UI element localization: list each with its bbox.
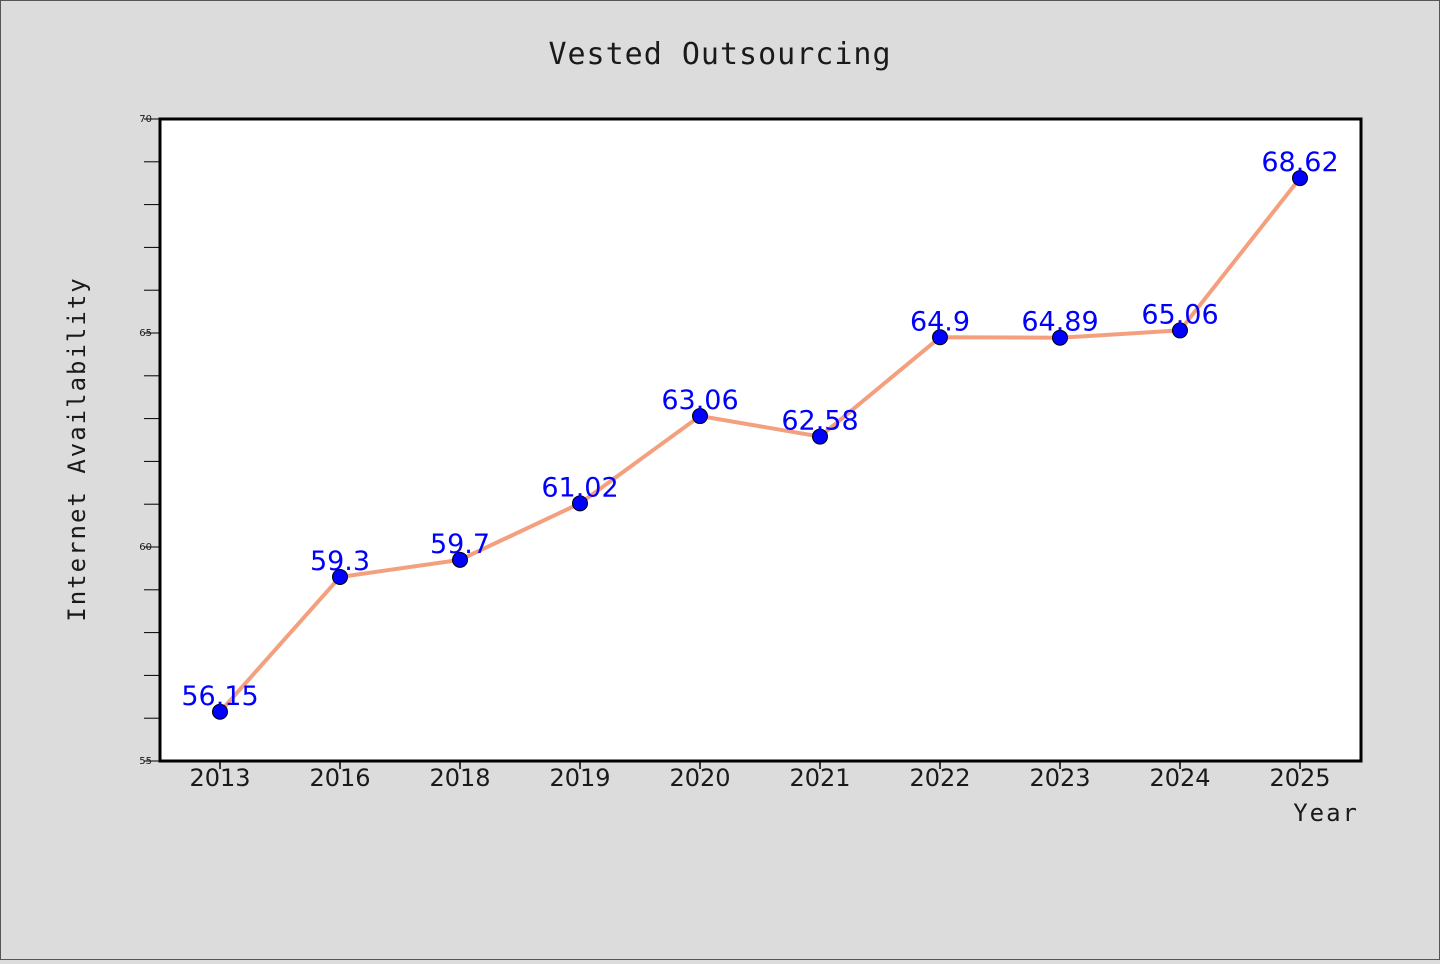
x-tick-label: 2021 xyxy=(789,764,850,792)
data-label: 61.02 xyxy=(541,472,618,503)
y-axis-label: Internet Availability xyxy=(63,276,91,621)
axis-ticks xyxy=(144,118,1301,769)
y-tick-label: 60 xyxy=(139,542,152,553)
x-tick-label: 2022 xyxy=(909,764,970,792)
data-label: 64.9 xyxy=(910,306,970,337)
x-tick-label: 2024 xyxy=(1149,764,1210,792)
data-labels-layer: 56.15 59.3 59.7 61.02 63.06 62.58 64.9 64.89 65.… xyxy=(181,147,1338,712)
tick-labels: 55 60 65 70 2013 2016 2018 2019 2020 2021 2022 2023… xyxy=(139,114,1330,792)
data-point xyxy=(572,495,588,512)
data-label: 62.58 xyxy=(781,406,858,437)
plot-frame xyxy=(158,117,1363,763)
plot-area xyxy=(160,119,1361,761)
data-label: 59.7 xyxy=(430,529,490,560)
x-tick-label: 2013 xyxy=(189,764,250,792)
y-tick-label: 65 xyxy=(139,328,152,339)
series-line xyxy=(218,176,1302,714)
data-point xyxy=(212,703,228,720)
data-point xyxy=(1172,322,1188,339)
data-label: 68.62 xyxy=(1261,147,1338,178)
data-point xyxy=(812,428,828,445)
data-point xyxy=(452,551,468,568)
x-tick-label: 2016 xyxy=(309,764,370,792)
data-point xyxy=(932,329,948,346)
data-point xyxy=(332,568,348,585)
chart-title: Vested Outsourcing xyxy=(548,37,891,72)
data-label: 63.06 xyxy=(661,385,738,416)
y-tick-label: 70 xyxy=(139,114,152,125)
x-tick-label: 2019 xyxy=(549,764,610,792)
data-label: 59.3 xyxy=(310,546,370,577)
series-layer xyxy=(212,170,1308,720)
data-label: 64.89 xyxy=(1021,307,1098,338)
x-axis-label: Year xyxy=(1293,799,1359,827)
x-tick-label: 2025 xyxy=(1269,764,1330,792)
x-tick-label: 2023 xyxy=(1029,764,1090,792)
data-point xyxy=(692,408,708,425)
data-point xyxy=(1292,170,1308,187)
data-label: 65.06 xyxy=(1141,299,1218,330)
data-label: 56.15 xyxy=(181,681,258,712)
x-tick-label: 2020 xyxy=(669,764,730,792)
y-tick-label: 55 xyxy=(139,756,152,767)
x-tick-label: 2018 xyxy=(429,764,490,792)
data-point xyxy=(1052,329,1068,346)
